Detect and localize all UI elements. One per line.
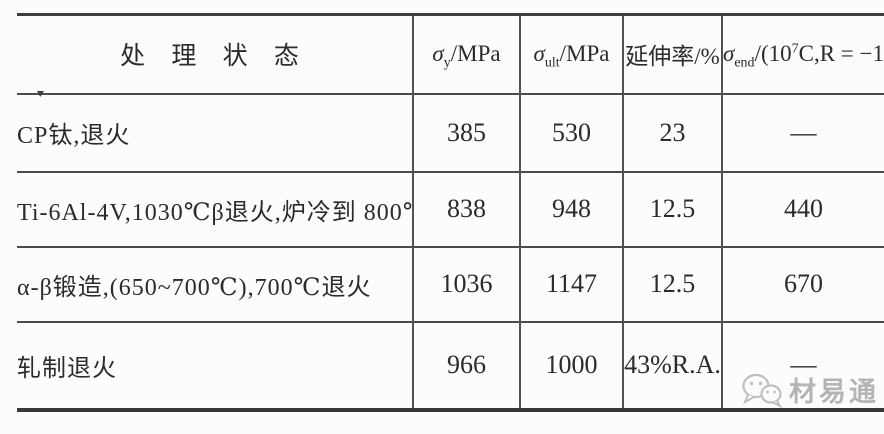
sigma-y-subscript: y	[443, 55, 451, 71]
header-sigma-ult: σult/MPa	[520, 14, 624, 94]
table-row: 轧制退火 966 1000 43%R.A. —	[17, 321, 884, 410]
sigma-ult-cell: 530	[520, 93, 624, 172]
sigma-symbol: σ	[723, 41, 735, 67]
material-properties-table: 处 理 状 态 σy/MPa σult/MPa 延伸率/% σend/(107C…	[17, 13, 884, 412]
table-row: Ti-6Al-4V,1030℃β退火,炉冷到 800℃,然后空冷 838 948…	[17, 171, 884, 247]
elongation-cell: 12.5	[623, 171, 723, 247]
sigma-ult-subscript: ult	[544, 55, 560, 71]
mpa-unit: /MPa	[559, 41, 610, 67]
sigma-ult-cell: 948	[520, 171, 624, 247]
scan-artifact	[37, 91, 44, 97]
endurance-cell: —	[790, 117, 817, 147]
elongation-cell: 12.5	[623, 246, 723, 322]
header-sigma-y: σy/MPa	[413, 14, 521, 94]
treatment-cell: α-β锻造,(650~700℃),700℃退火	[17, 246, 414, 322]
sigma-y-cell: 838	[413, 171, 521, 247]
header-endurance: σend/(107C,R = −1	[722, 15, 884, 94]
endurance-exponent: 7	[791, 41, 799, 57]
sigma-end-subscript: end	[734, 55, 755, 71]
table-row: CP钛,退火 385 530 23 —	[17, 93, 884, 172]
sigma-ult-cell: 1000	[520, 321, 624, 410]
mpa-unit: /MPa	[450, 41, 501, 67]
table-header-row: 处 理 状 态 σy/MPa σult/MPa 延伸率/% σend/(107C…	[17, 14, 884, 94]
elongation-cell: 43%R.A.	[623, 321, 723, 410]
table-row: α-β锻造,(650~700℃),700℃退火 1036 1147 12.5 6…	[17, 246, 884, 322]
header-treatment-state: 处 理 状 态	[17, 14, 414, 94]
sigma-y-cell: 1036	[413, 246, 521, 322]
treatment-cell: 轧制退火	[17, 321, 414, 410]
elongation-cell: 23	[623, 93, 723, 172]
sigma-y-cell: 385	[413, 93, 521, 172]
endurance-open: /(10	[754, 41, 792, 67]
endurance-cell: 670	[784, 269, 823, 298]
endurance-cell: 440	[784, 194, 823, 223]
sigma-symbol: σ	[533, 41, 545, 67]
sigma-ult-cell: 1147	[520, 246, 624, 322]
treatment-cell: CP钛,退火	[17, 93, 414, 172]
header-elongation: 延伸率/%	[623, 14, 723, 94]
endurance-tail: C,R = −1	[798, 41, 884, 67]
endurance-cell: —	[790, 350, 817, 379]
treatment-cell: Ti-6Al-4V,1030℃β退火,炉冷到 800℃,然后空冷	[17, 171, 414, 247]
sigma-symbol: σ	[432, 41, 444, 67]
sigma-y-cell: 966	[413, 321, 521, 410]
